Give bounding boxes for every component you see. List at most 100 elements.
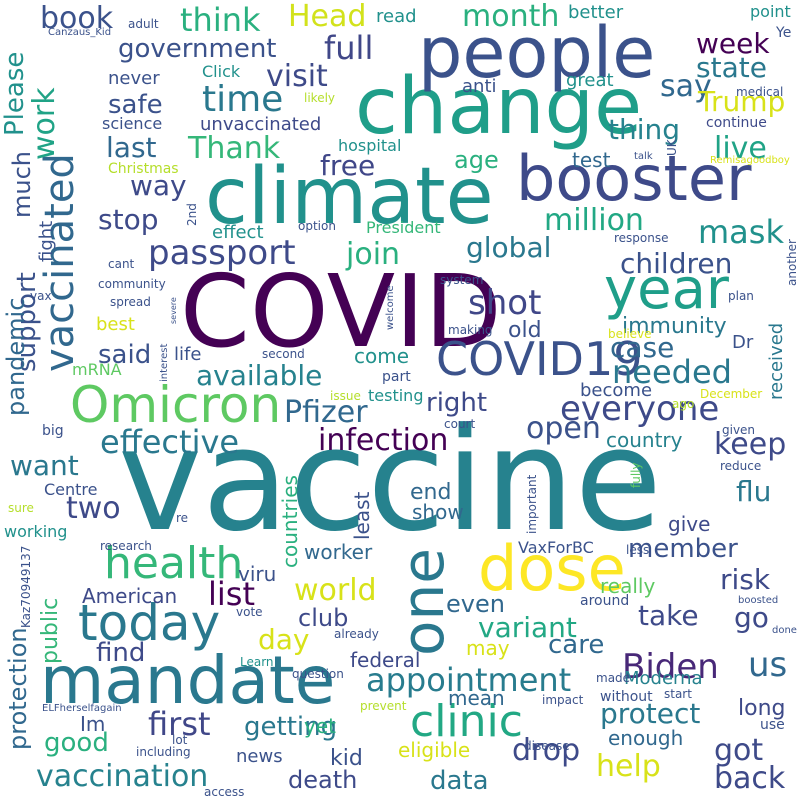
word-eligible: eligible — [398, 738, 471, 762]
word-less: less — [626, 543, 650, 557]
word-year: year — [604, 257, 729, 322]
word-ago: ago — [672, 397, 695, 411]
word-become: become — [580, 380, 653, 401]
word-likely: likely — [304, 91, 336, 105]
word-death: death — [288, 766, 358, 794]
word-life: life — [174, 344, 202, 365]
word-december: December — [700, 387, 763, 401]
word-say: say — [660, 69, 712, 104]
word-news: news — [236, 746, 283, 767]
word-open: open — [526, 411, 601, 446]
word-kid: kid — [330, 746, 363, 771]
word-option: option — [298, 219, 336, 233]
word-government: government — [118, 34, 277, 64]
word-vaccine: vaccine — [118, 398, 663, 563]
word-come: come — [354, 344, 410, 368]
word-appointment: appointment — [366, 661, 572, 699]
word-plan: plan — [728, 289, 754, 303]
word-shot: shot — [468, 283, 542, 323]
word-another: another — [785, 239, 799, 286]
word-fully: fully — [629, 462, 643, 488]
word-making: making — [448, 323, 493, 337]
word-full: full — [324, 29, 374, 67]
word-club: club — [298, 604, 349, 632]
word-safe: safe — [108, 90, 163, 120]
word-climate: climate — [205, 152, 494, 242]
word-continue: continue — [706, 115, 767, 131]
word-first: first — [148, 705, 211, 743]
word-covid: COVID — [180, 253, 502, 370]
word-issue: issue — [330, 389, 361, 403]
word-science: science — [102, 114, 163, 133]
word-working: working — [4, 522, 68, 541]
word-response: response — [614, 231, 669, 245]
word-without: without — [600, 689, 653, 705]
word-variant: variant — [478, 611, 577, 644]
word-interest: interest — [159, 343, 170, 382]
word-already: already — [334, 627, 379, 641]
word-dose: dose — [478, 532, 626, 605]
word-canzaus-kid: Canzaus_Kid — [48, 27, 112, 38]
word-president: President — [366, 218, 441, 237]
word-around: around — [580, 593, 630, 609]
word-pfizer: Pfizer — [284, 395, 368, 430]
word-old: old — [508, 318, 542, 343]
word-mrna: mRNA — [72, 360, 122, 379]
word-lot: lot — [172, 733, 188, 747]
word-country: country — [606, 428, 683, 452]
word-prevent: prevent — [360, 699, 407, 713]
word-even: even — [446, 590, 505, 618]
word-believe: believe — [608, 327, 652, 341]
word-cant: cant — [108, 257, 135, 271]
word-clinic: clinic — [410, 696, 523, 747]
word-enough: enough — [608, 726, 684, 750]
word-keep: keep — [714, 427, 787, 462]
word-good: good — [44, 728, 109, 758]
word-question: question — [292, 667, 344, 681]
word-give: give — [668, 512, 711, 536]
word-impact: impact — [542, 693, 584, 707]
word-health: health — [104, 538, 244, 589]
word-may: may — [466, 636, 510, 660]
word-remisagoodboy: Remisagoodboy — [710, 155, 790, 166]
word-never: never — [108, 68, 160, 89]
word-two: two — [66, 491, 121, 526]
word-received: received — [766, 322, 787, 400]
word-adult: adult — [128, 17, 159, 31]
word-re: re — [176, 511, 189, 525]
word-passport: passport — [148, 233, 296, 273]
word-severe: severe — [169, 297, 178, 324]
word-state: state — [696, 51, 767, 84]
word-medical: medical — [736, 85, 784, 99]
word-world: world — [294, 573, 377, 608]
word-vaccination: vaccination — [36, 759, 209, 794]
word-boosted: boosted — [738, 595, 779, 606]
word-second: second — [262, 347, 305, 361]
word-anti: anti — [462, 76, 497, 97]
word-made: made — [596, 671, 631, 685]
word-im: Im — [80, 712, 106, 736]
word-care: care — [548, 630, 605, 660]
word-thing: thing — [608, 113, 681, 146]
word-read: read — [376, 6, 417, 27]
word-community: community — [98, 277, 166, 291]
word-vaxforbc: VaxForBC — [518, 538, 594, 557]
word-book: book — [40, 1, 114, 36]
word-big: big — [42, 423, 64, 439]
word-day: day — [258, 623, 310, 656]
word-effect: effect — [212, 222, 264, 243]
word-hospital: hospital — [338, 136, 402, 155]
word-covid19: COVID19 — [436, 332, 643, 386]
word-mask: mask — [698, 213, 784, 251]
word-protection: protection — [4, 627, 32, 750]
word-needed: needed — [612, 353, 732, 391]
word-way: way — [130, 169, 187, 202]
word-great: great — [566, 70, 614, 91]
word-american: American — [82, 584, 178, 608]
word-fight: fight — [36, 220, 57, 262]
word-list: list — [208, 575, 255, 613]
word-immunity: immunity — [622, 314, 727, 339]
word-talk: talk — [634, 151, 653, 162]
word-system: system — [440, 273, 484, 287]
word-biden: Biden — [622, 647, 719, 687]
